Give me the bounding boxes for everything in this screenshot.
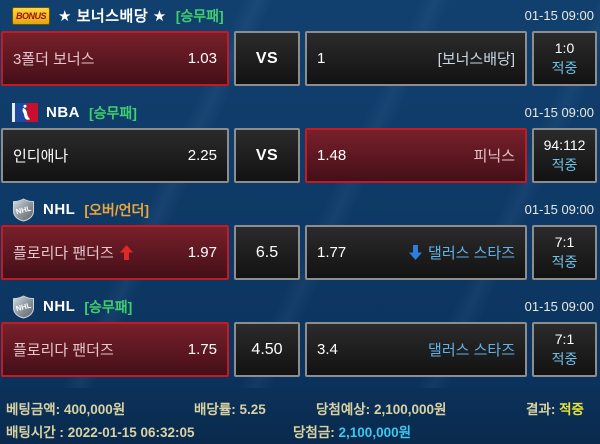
score-box: 94:112 적중 <box>532 128 597 183</box>
center-box[interactable]: VS <box>234 128 300 183</box>
center-box[interactable]: VS <box>234 31 300 86</box>
section-header: NHL NHL [승무패] 01-15 09:00 <box>0 293 600 322</box>
bet-section-nhl-wdl: NHL NHL [승무패] 01-15 09:00 플로리다 팬더즈 1.75 … <box>0 293 600 377</box>
away-odds: 3.4 <box>317 341 338 358</box>
home-pick-box[interactable]: 플로리다 팬더즈 1.97 <box>1 225 229 280</box>
score-value: 94:112 <box>543 136 586 153</box>
nhl-logo-icon: NHL <box>13 294 34 319</box>
market-type-tag: [오버/언더] <box>84 201 150 218</box>
bet-time: 배팅시간 : 2022-01-15 06:32:05 <box>6 424 195 440</box>
away-name: 피닉스 <box>473 148 515 165</box>
bet-row: 플로리다 팬더즈 1.75 4.50 3.4 댈러스 스타즈 7:1 적중 <box>0 322 600 377</box>
baseline-value: 6.5 <box>255 243 279 261</box>
bet-summary-footer: 베팅금액: 400,000원 배당률: 5.25 당첨예상: 2,100,000… <box>0 388 600 444</box>
market-type-tag: [승무패] <box>84 298 133 315</box>
vs-label: VS <box>255 146 279 164</box>
away-pick-box[interactable]: 1.77 댈러스 스타즈 <box>305 225 527 280</box>
result-badge: 적중 <box>551 156 578 173</box>
section-header: BONUS ★ 보너스배당 ★ [승무패] 01-15 09:00 <box>0 2 600 31</box>
score-box: 1:0 적중 <box>532 31 597 86</box>
home-odds: 1.03 <box>187 50 217 67</box>
result-badge: 적중 <box>551 59 578 76</box>
score-box: 7:1 적중 <box>532 322 597 377</box>
win-value: 2,100,000원 <box>338 424 412 440</box>
svg-text:NHL: NHL <box>15 203 33 216</box>
home-odds: 1.97 <box>187 244 217 261</box>
section-header: NHL NHL [오버/언더] 01-15 09:00 <box>0 196 600 225</box>
score-box: 7:1 적중 <box>532 225 597 280</box>
nhl-logo-icon: NHL <box>13 197 34 222</box>
score-value: 7:1 <box>554 330 575 347</box>
bonus-icon: BONUS <box>12 6 51 25</box>
league-name: ★ 보너스배당 ★ <box>58 8 167 25</box>
under-arrow-icon <box>409 245 423 260</box>
home-odds: 1.75 <box>187 341 217 358</box>
bet-section-nhl-ou: NHL NHL [오버/언더] 01-15 09:00 플로리다 팬더즈 1.9… <box>0 196 600 280</box>
total-odds: 배당률: 5.25 <box>194 401 266 417</box>
away-odds: 1 <box>317 50 326 67</box>
home-pick-box[interactable]: 플로리다 팬더즈 1.75 <box>1 322 229 377</box>
match-datetime: 01-15 09:00 <box>524 8 594 23</box>
bet-section-nba: NBA [승무패] 01-15 09:00 인디애나 2.25 VS 1.48 … <box>0 99 600 183</box>
home-name: 플로리다 팬더즈 <box>13 342 114 359</box>
svg-text:NHL: NHL <box>15 300 33 313</box>
market-type-tag: [승무패] <box>89 104 137 121</box>
result-value: 적중 <box>559 401 584 417</box>
win-amount: 당첨금: 2,100,000원 <box>293 424 412 440</box>
over-arrow-icon <box>119 245 133 260</box>
expected-win: 당첨예상: 2,100,000원 <box>316 401 447 417</box>
summary-line-2: 배팅시간 : 2022-01-15 06:32:05 당첨금: 2,100,00… <box>0 419 600 442</box>
bet-section-bonus: BONUS ★ 보너스배당 ★ [승무패] 01-15 09:00 3폴더 보너… <box>0 2 600 86</box>
nba-logo-icon <box>12 103 38 122</box>
home-name: 3폴더 보너스 <box>13 51 95 68</box>
bet-history-panel: BONUS ★ 보너스배당 ★ [승무패] 01-15 09:00 3폴더 보너… <box>0 2 600 377</box>
away-name: 댈러스 스타즈 <box>428 342 515 359</box>
home-pick-box[interactable]: 인디애나 2.25 <box>1 128 229 183</box>
away-pick-box[interactable]: 3.4 댈러스 스타즈 <box>305 322 527 377</box>
score-value: 7:1 <box>554 233 575 250</box>
bet-row: 인디애나 2.25 VS 1.48 피닉스 94:112 적중 <box>0 128 600 183</box>
draw-odds: 4.50 <box>251 340 283 358</box>
away-odds: 1.77 <box>317 244 347 261</box>
center-box[interactable]: 4.50 <box>234 322 300 377</box>
away-pick-box[interactable]: 1.48 피닉스 <box>305 128 527 183</box>
bet-row: 플로리다 팬더즈 1.97 6.5 1.77 댈러스 스타즈 <box>0 225 600 280</box>
bet-amount: 베팅금액: 400,000원 <box>6 401 126 417</box>
vs-label: VS <box>255 49 279 67</box>
center-box[interactable]: 6.5 <box>234 225 300 280</box>
score-value: 1:0 <box>554 39 575 56</box>
away-name: [보너스배당] <box>437 51 515 68</box>
bet-row: 3폴더 보너스 1.03 VS 1 [보너스배당] 1:0 적중 <box>0 31 600 86</box>
away-odds: 1.48 <box>317 147 347 164</box>
home-name: 인디애나 <box>13 148 69 165</box>
section-header: NBA [승무패] 01-15 09:00 <box>0 99 600 128</box>
home-name: 플로리다 팬더즈 <box>13 245 114 262</box>
away-pick-box[interactable]: 1 [보너스배당] <box>305 31 527 86</box>
away-name: 댈러스 스타즈 <box>428 245 515 262</box>
league-name: NBA <box>46 104 80 121</box>
bet-result: 결과: 적중 <box>526 401 584 417</box>
summary-line-1: 베팅금액: 400,000원 배당률: 5.25 당첨예상: 2,100,000… <box>0 396 600 419</box>
result-badge: 적중 <box>551 350 578 367</box>
market-type-tag: [승무패] <box>175 7 224 24</box>
home-odds: 2.25 <box>187 147 217 164</box>
result-badge: 적중 <box>551 253 578 270</box>
league-name: NHL <box>43 298 76 315</box>
match-datetime: 01-15 09:00 <box>524 202 594 217</box>
league-name: NHL <box>43 201 76 218</box>
home-pick-box[interactable]: 3폴더 보너스 1.03 <box>1 31 229 86</box>
match-datetime: 01-15 09:00 <box>524 105 594 120</box>
match-datetime: 01-15 09:00 <box>524 299 594 314</box>
